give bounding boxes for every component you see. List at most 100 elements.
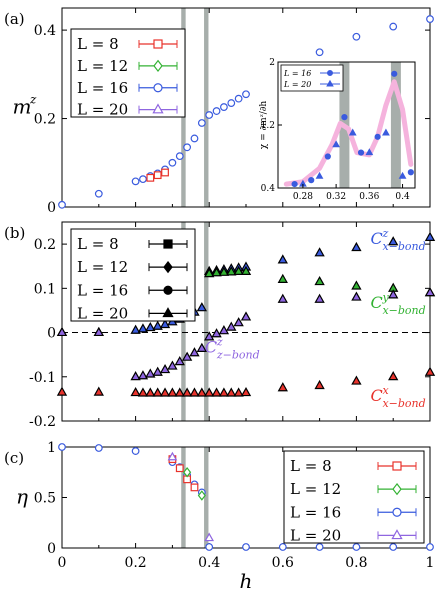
data-point <box>145 321 156 332</box>
data-point <box>94 189 103 198</box>
legend-marker <box>162 307 174 318</box>
y-tick-label: -0.1 <box>29 370 56 386</box>
data-point <box>196 302 208 312</box>
data-point <box>197 119 206 127</box>
inset-y-tick-label: 2 <box>269 58 275 68</box>
legend-label: L = 16 <box>77 281 128 299</box>
data-point <box>426 543 434 551</box>
y-tick-label: 0.2 <box>34 112 56 128</box>
data-point <box>167 387 178 397</box>
inset-y-axis-label: χ = ∂mᶻ/∂h <box>259 101 269 150</box>
inset-x-tick-label: 0.4 <box>395 192 410 202</box>
data-point <box>153 171 162 180</box>
data-point <box>196 342 208 352</box>
inset-data-point <box>308 177 315 184</box>
legend-marker <box>391 529 403 540</box>
legend-label: L = 8 <box>77 235 119 253</box>
data-point <box>218 387 230 397</box>
legend-marker <box>152 103 164 114</box>
data-point <box>351 375 362 385</box>
data-point <box>189 347 200 357</box>
y-tick-label: 0.1 <box>34 281 56 297</box>
data-point <box>167 360 178 370</box>
data-point <box>189 387 200 397</box>
legend-label: L = 20 <box>77 304 128 322</box>
data-point <box>212 107 221 115</box>
data-point <box>159 363 171 374</box>
data-point <box>205 111 214 119</box>
data-point <box>233 265 244 276</box>
y-tick-label: 0.2 <box>34 237 56 253</box>
data-point <box>152 320 163 330</box>
inset-fit-curve <box>283 79 414 187</box>
annotation-sup: z <box>216 335 223 348</box>
annotation-sub: x−bond <box>382 397 425 410</box>
data-point <box>315 48 324 57</box>
data-point <box>314 275 325 286</box>
data-point <box>218 266 230 276</box>
data-point <box>196 387 208 397</box>
inset-legend-label: L = 20 <box>283 80 311 89</box>
data-point <box>227 99 236 107</box>
data-point <box>145 387 156 397</box>
panel-c: 0 0.5 1 0 0.2 0.4 0.6 0.8 1 (c) L = 8 L = 12 L = 16 L… <box>4 440 434 593</box>
annotation-base: C <box>370 229 382 248</box>
legend-marker <box>392 482 402 496</box>
legend-marker <box>392 461 402 471</box>
data-point <box>152 366 163 376</box>
x-axis-label: h <box>240 569 253 593</box>
data-point <box>314 247 325 257</box>
inset-data-point <box>324 153 331 160</box>
data-point <box>190 134 199 143</box>
annotation-base: C <box>370 293 382 312</box>
inset-x-tick-label: 0.28 <box>293 192 313 202</box>
data-point <box>152 387 163 397</box>
data-point <box>388 371 399 381</box>
shaded-band <box>204 447 209 548</box>
panel-label: (a) <box>4 10 25 28</box>
data-point <box>234 94 243 103</box>
y-tick-label: 0 <box>47 541 56 557</box>
data-point <box>389 543 398 551</box>
data-point <box>174 387 185 397</box>
data-point <box>146 173 155 182</box>
data-point <box>137 387 149 397</box>
data-point <box>277 254 288 264</box>
y-axis-label-sup: z <box>29 93 37 107</box>
legend-marker <box>163 285 173 295</box>
data-point <box>351 241 362 252</box>
x-tick-label: 0.2 <box>124 555 146 571</box>
shaded-band <box>181 447 186 548</box>
data-point <box>388 236 399 246</box>
data-point <box>240 311 252 321</box>
data-point <box>145 368 156 378</box>
data-point <box>389 22 398 31</box>
annotation-base: C <box>205 337 217 356</box>
data-point <box>93 326 104 337</box>
data-point <box>211 267 222 277</box>
x-tick-label: 0 <box>58 555 67 571</box>
data-point <box>220 103 228 111</box>
y-tick-label: 1 <box>47 440 56 456</box>
data-point <box>226 266 237 276</box>
inset-data-point <box>398 171 407 179</box>
data-point <box>242 90 250 99</box>
data-point <box>226 387 237 397</box>
y-tick-label: 0 <box>47 200 56 216</box>
x-tick-label: 0.6 <box>272 555 294 571</box>
data-point <box>167 451 178 461</box>
data-point <box>181 387 193 397</box>
inset-legend-marker <box>326 79 334 87</box>
inset-data-point <box>348 128 357 136</box>
data-point <box>314 379 325 390</box>
data-point <box>183 143 192 152</box>
data-point <box>58 200 66 209</box>
annotation-sub: z−bond <box>216 348 260 361</box>
data-point <box>352 32 361 41</box>
data-point <box>175 152 184 161</box>
data-point <box>175 464 184 473</box>
panel-label: (c) <box>4 449 24 467</box>
inset-data-point <box>315 171 324 179</box>
data-point <box>233 387 244 397</box>
